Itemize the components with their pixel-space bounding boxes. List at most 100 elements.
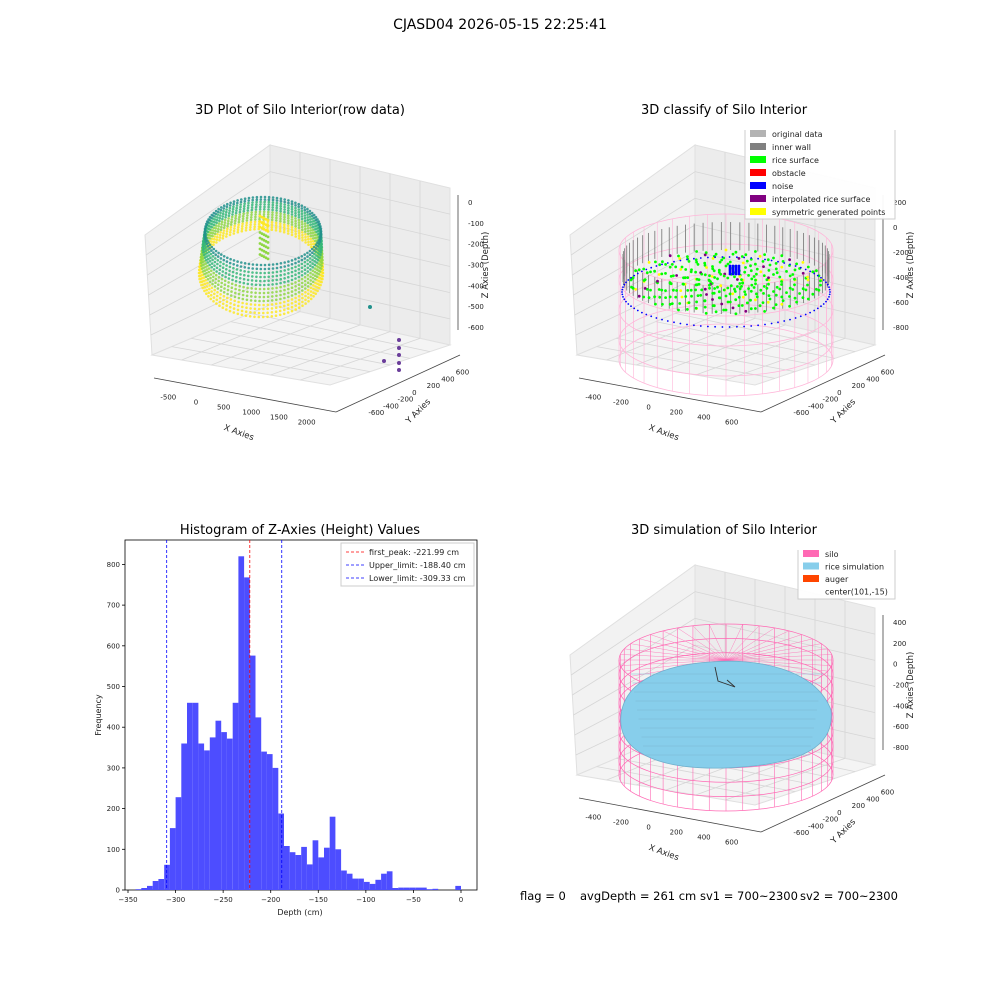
p1-point	[297, 216, 301, 219]
p1-point	[283, 265, 286, 268]
p2-surface-point	[806, 278, 810, 282]
p1-point	[246, 211, 249, 215]
p1-point	[271, 263, 275, 266]
p2-legend-label: rice surface	[772, 156, 819, 165]
p2-surface-point	[653, 295, 656, 299]
p1-point	[311, 269, 315, 273]
p1-y-tick-label: 200	[427, 382, 440, 390]
p2-surface-point	[654, 302, 657, 306]
p1-point	[283, 269, 286, 272]
p1-point	[283, 200, 286, 204]
p1-point	[279, 207, 282, 210]
p1-point	[267, 208, 270, 211]
p2-noise-point	[728, 264, 732, 268]
p1-point	[215, 266, 219, 270]
p1-point	[306, 235, 310, 238]
p2-x-tick-label: -400	[585, 394, 601, 402]
p1-point	[237, 220, 241, 224]
p1-point	[212, 271, 215, 275]
p1-point	[297, 231, 301, 235]
p2-surface-point	[657, 273, 661, 276]
p1-point	[243, 202, 246, 205]
p2-surface-point	[806, 275, 809, 279]
p1-point	[319, 227, 323, 230]
p1-point	[233, 295, 237, 299]
p3-legend-label: Lower_limit: -309.33 cm	[369, 574, 466, 583]
p1-point	[207, 270, 211, 274]
p1-point	[304, 241, 307, 244]
p3-legend-box	[340, 542, 475, 587]
p1-point	[297, 234, 301, 237]
panel2-title: 3D classify of Silo Interior	[640, 103, 808, 118]
p1-point	[313, 256, 316, 259]
p1-point	[313, 252, 316, 256]
p1-point	[275, 219, 278, 222]
p3-histogram-bar	[409, 887, 416, 890]
p3-histogram-bar	[187, 702, 193, 890]
p2-noise-point	[627, 303, 630, 305]
p1-point	[316, 282, 319, 286]
p2-surface-point	[801, 271, 805, 275]
p1-point	[271, 196, 275, 199]
p1-point	[275, 270, 279, 274]
p2-surface-point	[772, 256, 775, 260]
p2-y-axis	[760, 354, 886, 413]
p2-surface-point	[681, 282, 685, 286]
p2-noise-point	[734, 266, 738, 270]
p1-point	[317, 220, 321, 223]
p1-point	[286, 307, 290, 310]
p1-point	[294, 257, 297, 261]
p1-point	[279, 199, 283, 203]
p1-point	[275, 211, 278, 215]
p1-point	[290, 270, 294, 274]
p1-point	[308, 257, 312, 260]
p2-surface-point	[729, 284, 733, 288]
p2-noise-point	[661, 263, 663, 266]
p1-point	[271, 291, 274, 294]
p1-point	[290, 218, 294, 221]
p2-noise-point	[728, 256, 731, 258]
p1-point	[217, 283, 220, 286]
p3-histogram-bar	[238, 556, 245, 890]
p1-point	[254, 295, 257, 299]
p2-noise-point	[655, 265, 658, 267]
p1-point	[283, 277, 286, 280]
p1-point	[300, 220, 304, 223]
p1-point	[208, 215, 212, 219]
p1-point	[311, 237, 315, 240]
p1-z-tick-label: -200	[468, 241, 484, 249]
p1-point	[279, 301, 282, 305]
p2-noise-point	[822, 303, 825, 305]
p2-noise-point	[777, 321, 779, 324]
p1-point	[294, 219, 297, 223]
p3-histogram-bar	[312, 840, 319, 890]
p2-surface-point	[686, 255, 689, 258]
p2-noise-point	[816, 307, 819, 310]
p1-point	[247, 196, 251, 200]
p1-point	[208, 284, 211, 287]
p1-point	[210, 213, 214, 217]
p1-point	[283, 288, 286, 292]
p3-histogram-bar	[329, 816, 336, 890]
p1-point	[271, 287, 274, 290]
p1-point	[207, 274, 210, 277]
p3-x-tick-label: −100	[356, 896, 375, 904]
p1-point	[218, 219, 221, 223]
p1-point	[245, 306, 248, 309]
p2-surface-point	[705, 266, 708, 269]
p1-point	[216, 259, 220, 262]
p2-noise-point	[621, 291, 623, 293]
p1-point	[211, 258, 214, 262]
p1-point	[287, 272, 290, 275]
p2-legend-swatch	[750, 169, 766, 176]
p2-noise-point	[645, 313, 648, 316]
p1-point	[258, 303, 261, 307]
p1-point	[303, 272, 307, 275]
p1-point	[279, 212, 282, 215]
p2-grid	[572, 197, 696, 276]
p1-point	[301, 228, 304, 231]
p2-surface-point	[734, 298, 738, 302]
p1-point	[279, 266, 283, 269]
p1-point	[287, 275, 290, 279]
p1-point	[290, 231, 294, 234]
